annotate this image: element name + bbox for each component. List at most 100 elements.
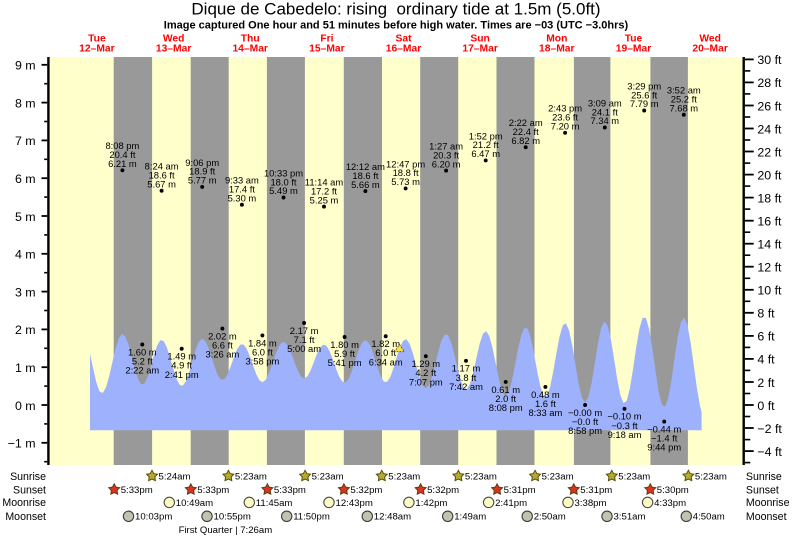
svg-text:Sunset: Sunset	[13, 484, 46, 496]
svg-text:1.49 m: 1.49 m	[167, 351, 196, 362]
svg-text:5:31pm: 5:31pm	[580, 485, 612, 496]
svg-text:12:48am: 12:48am	[374, 512, 411, 523]
svg-text:5:23am: 5:23am	[618, 471, 650, 482]
svg-text:18.9 ft: 18.9 ft	[189, 166, 215, 177]
svg-text:2:22 am: 2:22 am	[509, 117, 543, 128]
svg-text:1.84 m: 1.84 m	[248, 337, 277, 348]
svg-text:−0.10 m: −0.10 m	[607, 411, 641, 422]
svg-text:0 ft: 0 ft	[757, 399, 775, 413]
svg-text:5 m: 5 m	[15, 210, 36, 224]
svg-text:18–Mar: 18–Mar	[539, 44, 575, 55]
svg-text:5:23am: 5:23am	[695, 471, 727, 482]
svg-text:23.6 ft: 23.6 ft	[552, 112, 578, 123]
svg-text:6.0 ft: 6.0 ft	[252, 346, 273, 357]
svg-text:6 m: 6 m	[15, 172, 36, 186]
svg-text:6.0 ft: 6.0 ft	[375, 347, 396, 358]
svg-text:5:30pm: 5:30pm	[657, 485, 689, 496]
svg-text:Sun: Sun	[470, 34, 489, 45]
svg-text:5.25 m: 5.25 m	[310, 194, 339, 205]
svg-text:1:52 pm: 1:52 pm	[469, 130, 503, 141]
svg-text:8:33 am: 8:33 am	[528, 407, 562, 418]
svg-text:5:23am: 5:23am	[388, 471, 420, 482]
svg-text:2:50am: 2:50am	[534, 512, 566, 523]
svg-text:−0.00 m: −0.00 m	[568, 407, 602, 418]
svg-text:4.2 ft: 4.2 ft	[415, 367, 436, 378]
svg-text:6.47 m: 6.47 m	[471, 148, 500, 159]
svg-text:0.61 m: 0.61 m	[491, 384, 520, 395]
svg-text:8:24 am: 8:24 am	[145, 161, 179, 172]
svg-text:1.29 m: 1.29 m	[411, 358, 440, 369]
svg-text:9 m: 9 m	[15, 59, 36, 73]
svg-text:0 m: 0 m	[15, 399, 36, 413]
svg-text:7:42 am: 7:42 am	[449, 381, 483, 392]
svg-text:3:58 pm: 3:58 pm	[245, 356, 279, 367]
svg-text:20.3 ft: 20.3 ft	[433, 149, 459, 160]
svg-text:3:29 pm: 3:29 pm	[627, 80, 661, 91]
svg-text:1 m: 1 m	[15, 361, 36, 375]
svg-text:3:52 am: 3:52 am	[667, 85, 701, 96]
svg-text:18.8 ft: 18.8 ft	[393, 167, 419, 178]
svg-text:16 ft: 16 ft	[757, 215, 782, 229]
svg-text:2.02 m: 2.02 m	[208, 331, 237, 342]
svg-text:12 ft: 12 ft	[757, 261, 782, 275]
svg-text:18.6 ft: 18.6 ft	[149, 170, 175, 181]
svg-text:2:41 pm: 2:41 pm	[165, 369, 199, 380]
svg-text:20.4 ft: 20.4 ft	[109, 149, 135, 160]
svg-text:7.1 ft: 7.1 ft	[294, 334, 315, 345]
svg-text:19–Mar: 19–Mar	[616, 44, 652, 55]
svg-text:7.20 m: 7.20 m	[551, 121, 580, 132]
svg-text:10:55pm: 10:55pm	[214, 512, 251, 523]
svg-text:13–Mar: 13–Mar	[156, 44, 192, 55]
svg-text:Thu: Thu	[241, 34, 260, 45]
svg-text:4 m: 4 m	[15, 248, 36, 262]
svg-text:Wed: Wed	[163, 34, 185, 45]
svg-text:12:43pm: 12:43pm	[336, 498, 373, 509]
svg-text:2:43 pm: 2:43 pm	[548, 103, 582, 114]
svg-text:4.9 ft: 4.9 ft	[171, 360, 192, 371]
svg-text:Mon: Mon	[546, 34, 567, 45]
svg-text:10 ft: 10 ft	[757, 284, 782, 298]
svg-text:Image captured One hour and 51: Image captured One hour and 51 minutes b…	[164, 20, 629, 32]
svg-text:7.79 m: 7.79 m	[630, 98, 659, 109]
svg-text:14–Mar: 14–Mar	[232, 44, 268, 55]
svg-text:18.6 ft: 18.6 ft	[352, 170, 378, 181]
svg-text:26 ft: 26 ft	[757, 99, 782, 113]
svg-text:8 m: 8 m	[15, 96, 36, 110]
svg-text:17.4 ft: 17.4 ft	[229, 184, 255, 195]
svg-text:15–Mar: 15–Mar	[309, 44, 345, 55]
svg-text:18.0 ft: 18.0 ft	[270, 176, 296, 187]
svg-text:18 ft: 18 ft	[757, 191, 782, 205]
svg-text:−0.44 m: −0.44 m	[647, 424, 681, 435]
svg-text:16–Mar: 16–Mar	[386, 44, 422, 55]
svg-text:4:33pm: 4:33pm	[654, 498, 686, 509]
svg-text:1:27 am: 1:27 am	[429, 141, 463, 152]
svg-text:7:07 pm: 7:07 pm	[409, 376, 443, 387]
svg-text:22 ft: 22 ft	[757, 145, 782, 159]
svg-text:25.2 ft: 25.2 ft	[671, 94, 697, 105]
svg-text:30 ft: 30 ft	[757, 53, 782, 67]
svg-text:5:33pm: 5:33pm	[274, 485, 306, 496]
svg-text:14 ft: 14 ft	[757, 238, 782, 252]
svg-text:5.30 m: 5.30 m	[228, 192, 257, 203]
svg-text:10:33 pm: 10:33 pm	[264, 167, 303, 178]
svg-text:9:18 am: 9:18 am	[608, 429, 642, 440]
svg-text:5:00 am: 5:00 am	[287, 343, 321, 354]
svg-text:9:33 am: 9:33 am	[225, 175, 259, 186]
svg-text:Dique de Cabedelo: rising ord: Dique de Cabedelo: rising ordinary tide …	[191, 0, 600, 19]
svg-text:21.2 ft: 21.2 ft	[473, 139, 499, 150]
svg-text:1.60 m: 1.60 m	[128, 346, 157, 357]
svg-text:5:32pm: 5:32pm	[350, 485, 382, 496]
svg-text:5:23am: 5:23am	[312, 471, 344, 482]
svg-text:3:09 am: 3:09 am	[588, 97, 622, 108]
svg-text:25.6 ft: 25.6 ft	[631, 89, 657, 100]
svg-text:6.6 ft: 6.6 ft	[212, 340, 233, 351]
svg-text:1.6 ft: 1.6 ft	[535, 398, 556, 409]
svg-text:−0.3 ft: −0.3 ft	[611, 420, 638, 431]
svg-text:28 ft: 28 ft	[757, 76, 782, 90]
svg-text:5:23am: 5:23am	[542, 471, 574, 482]
svg-text:6.82 m: 6.82 m	[511, 135, 540, 146]
svg-text:17–Mar: 17–Mar	[462, 44, 498, 55]
svg-text:2 m: 2 m	[15, 323, 36, 337]
svg-text:6.20 m: 6.20 m	[432, 158, 461, 169]
svg-text:9:06 pm: 9:06 pm	[185, 157, 219, 168]
